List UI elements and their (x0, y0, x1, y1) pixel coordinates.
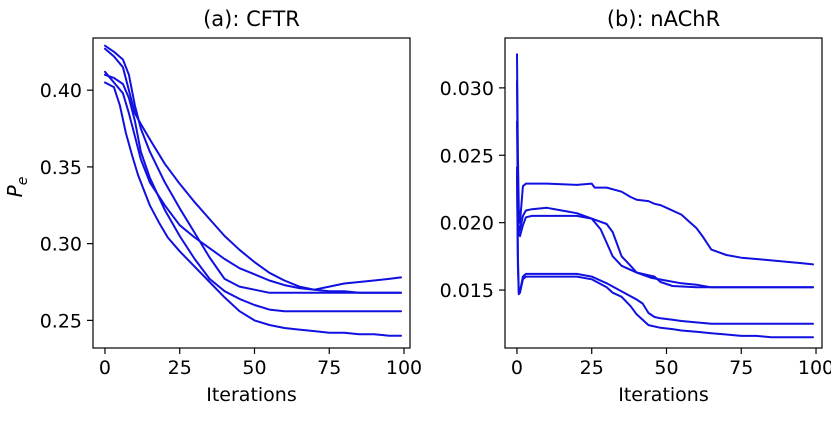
x-tick-label: 75 (729, 357, 753, 379)
series-line-5 (104, 81, 402, 337)
y-axis-label: Pe (3, 177, 31, 198)
panel-a: 0 25 50 75 100 0.25 0.30 0.35 0.40 (a): CFTR Itera… (3, 7, 422, 406)
x-axis-label: Iterations (206, 384, 297, 406)
x-tick-label: 100 (386, 357, 422, 379)
x-tick-label: 50 (654, 357, 678, 379)
x-tick-label: 25 (580, 357, 604, 379)
series-line-1 (516, 53, 814, 266)
y-tick-label: 0.030 (440, 78, 494, 100)
y-tick-label: 0.025 (440, 145, 494, 167)
y-tick-label: 0.25 (40, 310, 82, 332)
x-tick-label: 50 (242, 357, 266, 379)
series-line-3 (104, 70, 402, 291)
x-tick-label: 100 (798, 357, 831, 379)
y-tick-label: 0.35 (40, 157, 82, 179)
series-line-4 (104, 73, 402, 313)
y-axis-label-sub: e (15, 177, 31, 186)
chart-title: (a): CFTR (203, 7, 300, 31)
chart-title: (b): nAChR (607, 7, 720, 31)
x-axis-label: Iterations (618, 384, 709, 406)
axes-frame (504, 37, 823, 349)
series-line-2 (104, 47, 402, 294)
x-tick-label: 75 (317, 357, 341, 379)
x-tick-label: 0 (99, 357, 111, 379)
series-line-2 (516, 80, 814, 289)
y-tick-label: 0.30 (40, 234, 82, 256)
y-axis-label-main: P (3, 184, 27, 197)
y-tick-label: 0.40 (40, 80, 82, 102)
axes-frame (92, 37, 411, 349)
series-line-5 (516, 173, 814, 339)
series-group (516, 53, 814, 339)
series-group (104, 44, 402, 337)
y-tick-label: 0.015 (440, 280, 494, 302)
y-tick-label: 0.020 (440, 213, 494, 235)
series-line-3 (516, 120, 814, 289)
panel-b: 0 25 50 75 100 0.015 0.020 0.025 0.030 (b): nAChR… (440, 7, 831, 406)
series-line-4 (516, 166, 814, 325)
series-line-1 (104, 44, 402, 294)
x-tick-label: 25 (168, 357, 192, 379)
x-tick-label: 0 (511, 357, 523, 379)
